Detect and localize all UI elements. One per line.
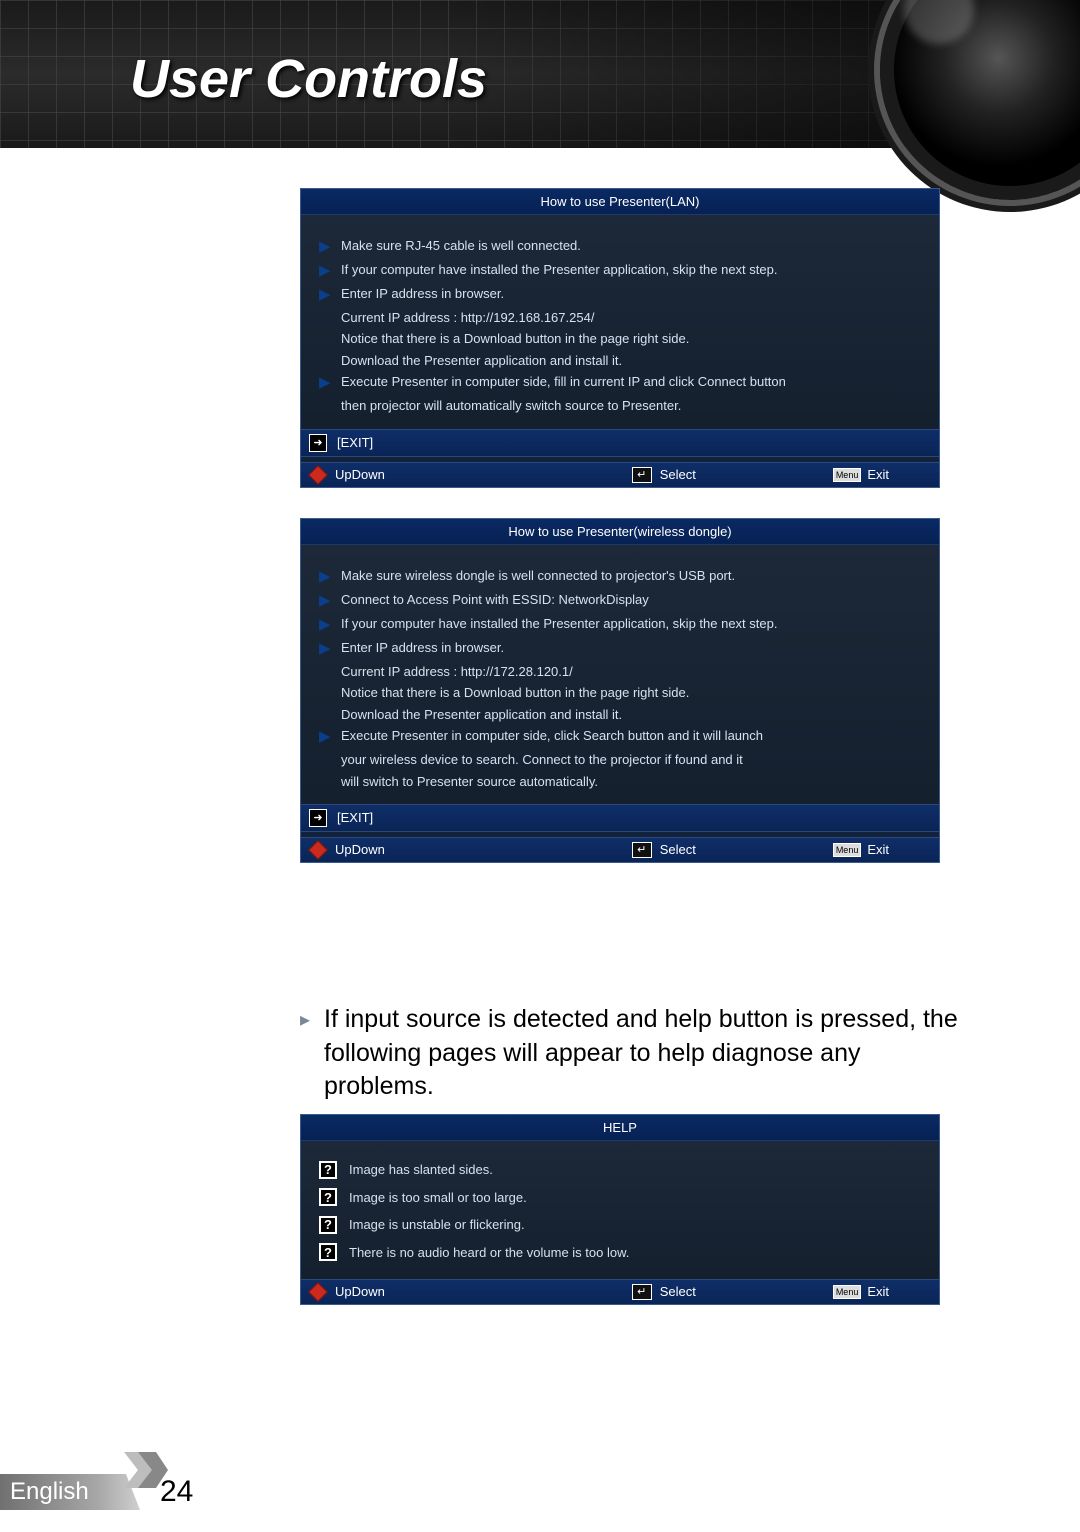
instruction-text: Download the Presenter application and i…: [341, 350, 921, 371]
exit-icon: ➜: [309, 434, 327, 452]
spacer: [300, 893, 970, 983]
nav-updown-label: UpDown: [335, 842, 385, 857]
header-banner: User Controls: [0, 0, 1080, 148]
exit-row[interactable]: ➜ [EXIT]: [301, 429, 939, 456]
nav-updown[interactable]: UpDown: [311, 842, 385, 857]
exit-label: [EXIT]: [337, 810, 373, 825]
exit-label: [EXIT]: [337, 435, 373, 450]
instruction-text: Download the Presenter application and i…: [341, 704, 921, 725]
diamond-icon: [308, 465, 328, 485]
bullet-icon: ▶: [319, 235, 341, 259]
instruction-text: Execute Presenter in computer side, clic…: [341, 725, 921, 746]
instruction-text: Execute Presenter in computer side, fill…: [341, 371, 921, 392]
help-panel: HELP ? Image has slanted sides. ? Image is…: [300, 1114, 940, 1305]
nav-select[interactable]: ↵ Select: [632, 842, 696, 858]
enter-icon: ↵: [632, 842, 652, 858]
instruction-text: Make sure RJ-45 cable is well connected.: [341, 235, 921, 256]
instruction-text: Connect to Access Point with ESSID: Netw…: [341, 589, 921, 610]
nav-bar: UpDown ↵ Select Menu Exit: [301, 837, 939, 862]
instruction-text: your wireless device to search. Connect …: [341, 749, 921, 770]
nav-exit-label: Exit: [867, 1284, 889, 1299]
help-text: Image is unstable or flickering.: [349, 1214, 525, 1235]
bullet-icon: ▶: [319, 589, 341, 613]
question-icon: ?: [319, 1188, 337, 1206]
menu-key-icon: Menu: [833, 1285, 862, 1299]
panel-title: HELP: [301, 1115, 939, 1141]
help-text: There is no audio heard or the volume is…: [349, 1242, 629, 1263]
page-body: How to use Presenter(LAN) ▶Make sure RJ-…: [0, 148, 1080, 1335]
nav-exit-label: Exit: [867, 467, 889, 482]
exit-icon: ➜: [309, 809, 327, 827]
question-icon: ?: [319, 1243, 337, 1261]
panel-body: ▶Make sure wireless dongle is well conne…: [301, 545, 939, 804]
diamond-icon: [308, 1282, 328, 1302]
bullet-icon: ▶: [319, 725, 341, 749]
enter-icon: ↵: [632, 467, 652, 483]
bullet-icon: ▶: [319, 259, 341, 283]
nav-exit[interactable]: Menu Exit: [833, 1284, 889, 1299]
instruction-text: Make sure wireless dongle is well connec…: [341, 565, 921, 586]
bullet-icon: ▶: [319, 637, 341, 661]
spacer: [300, 1037, 324, 1105]
nav-bar: UpDown ↵ Select Menu Exit: [301, 1279, 939, 1304]
language-tag: English: [0, 1474, 140, 1510]
nav-updown-label: UpDown: [335, 467, 385, 482]
instruction-text: Current IP address : http://172.28.120.1…: [341, 661, 921, 682]
instruction-text: then projector will automatically switch…: [341, 395, 921, 416]
chevron-icon: ▸: [300, 1003, 324, 1037]
nav-bar: UpDown ↵ Select Menu Exit: [301, 462, 939, 487]
panel-body: ▶Make sure RJ-45 cable is well connected…: [301, 215, 939, 429]
presenter-lan-panel: How to use Presenter(LAN) ▶Make sure RJ-…: [300, 188, 940, 488]
bullet-icon: ▶: [319, 371, 341, 395]
help-text: Image has slanted sides.: [349, 1159, 493, 1180]
help-item[interactable]: ? Image has slanted sides.: [319, 1159, 921, 1180]
instruction-text: Current IP address : http://192.168.167.…: [341, 307, 921, 328]
panel-body: ? Image has slanted sides. ? Image is too …: [301, 1141, 939, 1279]
help-item[interactable]: ? Image is unstable or flickering.: [319, 1214, 921, 1235]
panel-title: How to use Presenter(LAN): [301, 189, 939, 215]
bullet-icon: ▶: [319, 565, 341, 589]
instruction-text: If your computer have installed the Pres…: [341, 613, 921, 634]
nav-select[interactable]: ↵ Select: [632, 467, 696, 483]
nav-select-label: Select: [660, 842, 696, 857]
nav-updown[interactable]: UpDown: [311, 467, 385, 482]
help-item[interactable]: ? Image is too small or too large.: [319, 1187, 921, 1208]
help-text: Image is too small or too large.: [349, 1187, 527, 1208]
nav-select[interactable]: ↵ Select: [632, 1284, 696, 1300]
nav-exit[interactable]: Menu Exit: [833, 842, 889, 857]
help-item[interactable]: ? There is no audio heard or the volume i…: [319, 1242, 921, 1263]
instruction-text: Notice that there is a Download button i…: [341, 682, 921, 703]
menu-key-icon: Menu: [833, 843, 862, 857]
nav-exit[interactable]: Menu Exit: [833, 467, 889, 482]
instruction-text: will switch to Presenter source automati…: [341, 771, 921, 792]
diamond-icon: [308, 840, 328, 860]
page-footer: English 24: [0, 1474, 193, 1510]
nav-select-label: Select: [660, 1284, 696, 1299]
bullet-icon: ▶: [319, 613, 341, 637]
instruction-text: If your computer have installed the Pres…: [341, 259, 921, 280]
enter-icon: ↵: [632, 1284, 652, 1300]
nav-updown-label: UpDown: [335, 1284, 385, 1299]
menu-key-icon: Menu: [833, 468, 862, 482]
question-icon: ?: [319, 1216, 337, 1234]
nav-exit-label: Exit: [867, 842, 889, 857]
instruction-text: Enter IP address in browser.: [341, 283, 921, 304]
instruction-text: Enter IP address in browser.: [341, 637, 921, 658]
nav-select-label: Select: [660, 467, 696, 482]
page-title: User Controls: [130, 48, 487, 110]
description-line: following pages will appear to help diag…: [324, 1037, 970, 1105]
description-block: ▸ If input source is detected and help b…: [300, 1003, 970, 1104]
instruction-text: Notice that there is a Download button i…: [341, 328, 921, 349]
exit-row[interactable]: ➜ [EXIT]: [301, 804, 939, 831]
presenter-wireless-panel: How to use Presenter(wireless dongle) ▶M…: [300, 518, 940, 863]
bullet-icon: ▶: [319, 283, 341, 307]
panel-title: How to use Presenter(wireless dongle): [301, 519, 939, 545]
description-line: If input source is detected and help but…: [324, 1003, 958, 1037]
question-icon: ?: [319, 1161, 337, 1179]
nav-updown[interactable]: UpDown: [311, 1284, 385, 1299]
chevron-graphic: [124, 1452, 168, 1488]
